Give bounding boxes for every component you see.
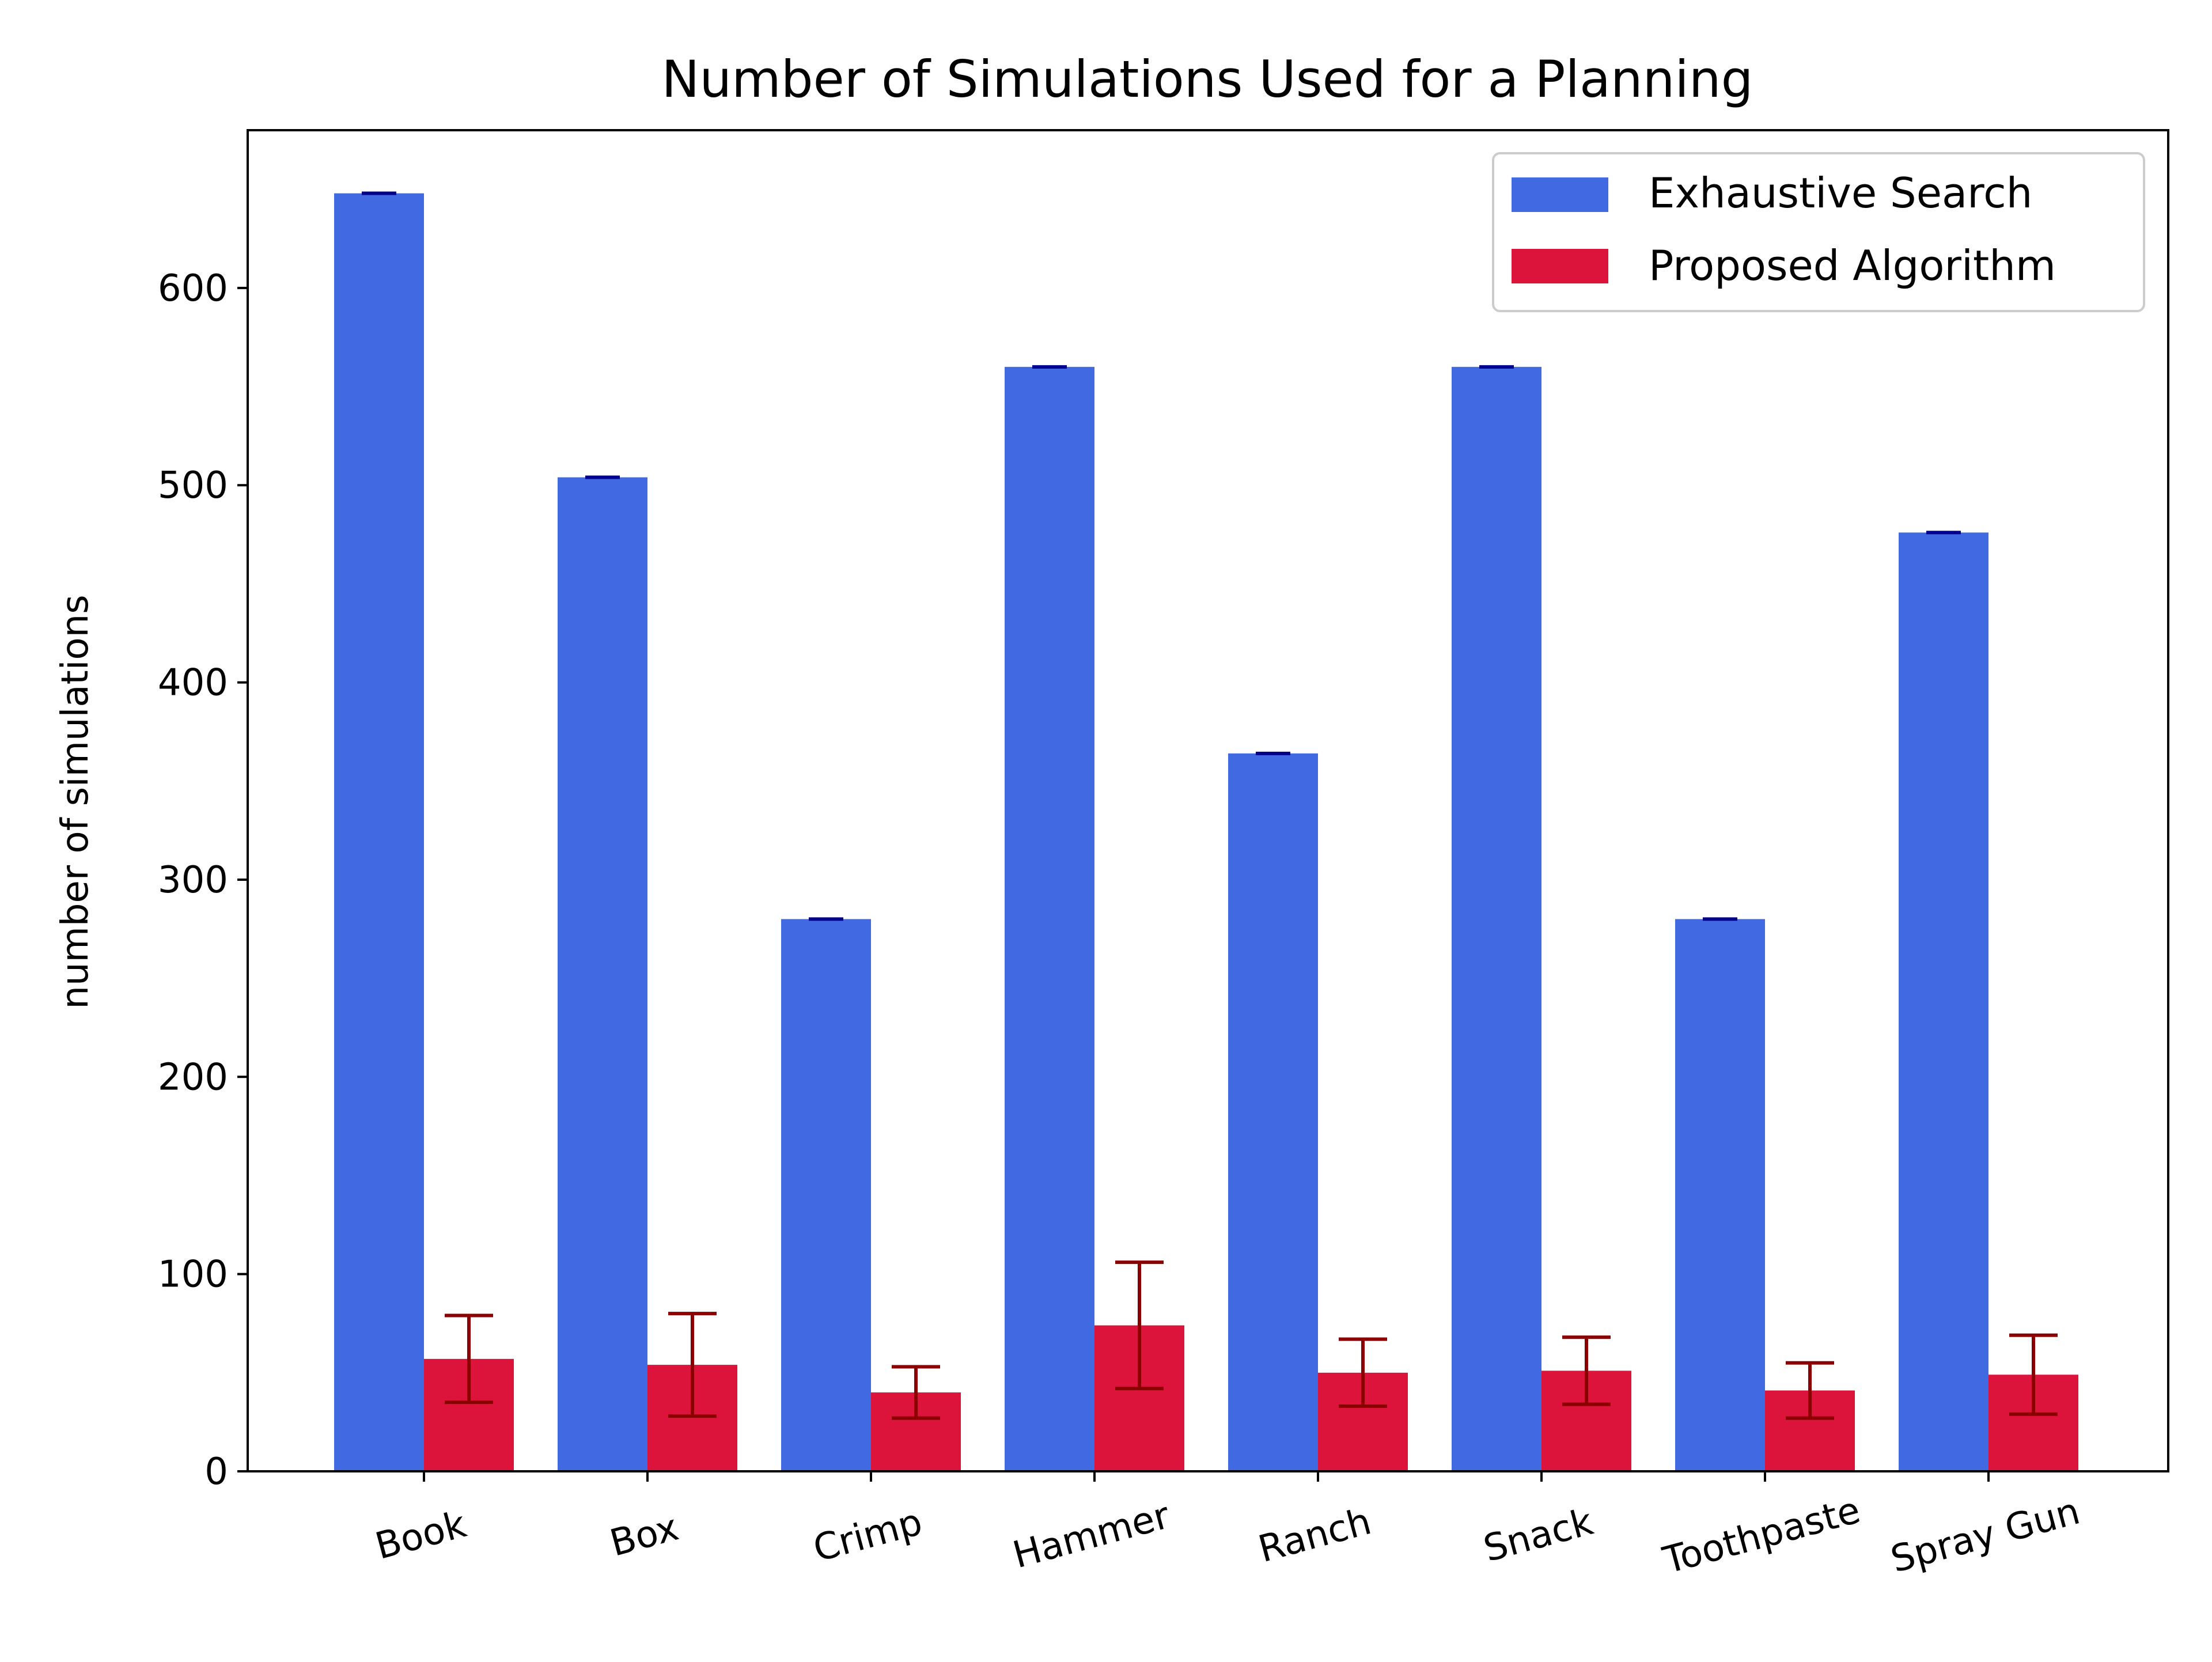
legend-label-exhaustive-search: Exhaustive Search xyxy=(1649,169,2032,217)
bar-exhaustive-search-book xyxy=(334,193,424,1471)
y-tick-label-300: 300 xyxy=(158,859,228,902)
plot-frame xyxy=(247,129,2169,1472)
error-bar-proposed-algorithm-box xyxy=(668,1312,717,1418)
error-bar-proposed-algorithm-book xyxy=(445,1313,493,1404)
bar-exhaustive-search-crimp xyxy=(781,919,871,1471)
error-bar-proposed-algorithm-snack xyxy=(1562,1335,1611,1406)
bar-exhaustive-search-snack xyxy=(1452,366,1541,1472)
bar-exhaustive-search-spray-gun xyxy=(1899,532,1988,1471)
bar-exhaustive-search-toothpaste xyxy=(1675,919,1765,1471)
legend: Exhaustive Search Proposed Algorithm xyxy=(1492,152,2145,312)
bar-exhaustive-search-hammer xyxy=(1005,366,1094,1472)
error-bar-proposed-algorithm-toothpaste xyxy=(1786,1361,1834,1420)
chart-title: Number of Simulations Used for a Plannin… xyxy=(661,50,1753,109)
error-bar-proposed-algorithm-spray-gun xyxy=(2009,1333,2058,1416)
y-axis: 0 100 200 300 400 500 600 xyxy=(158,267,248,1493)
y-tick-label-600: 600 xyxy=(158,267,228,310)
error-bars-layer xyxy=(362,191,2058,1420)
error-bar-proposed-algorithm-ranch xyxy=(1339,1337,1387,1409)
legend-label-proposed-algorithm: Proposed Algorithm xyxy=(1649,241,2056,290)
legend-swatch-exhaustive-search xyxy=(1512,177,1608,212)
y-axis-label: number of simulations xyxy=(54,595,97,1009)
y-tick-label-400: 400 xyxy=(158,662,228,705)
legend-swatch-proposed-algorithm xyxy=(1512,249,1608,283)
error-bar-proposed-algorithm-crimp xyxy=(892,1365,940,1420)
bar-exhaustive-search-ranch xyxy=(1228,753,1318,1471)
y-tick-label-200: 200 xyxy=(158,1056,228,1099)
y-tick-label-100: 100 xyxy=(158,1254,228,1296)
error-bar-proposed-algorithm-hammer xyxy=(1115,1260,1164,1391)
bars-layer xyxy=(334,193,2078,1472)
bar-exhaustive-search-box xyxy=(558,477,647,1471)
y-tick-label-0: 0 xyxy=(204,1451,228,1493)
legend-frame xyxy=(1492,152,2145,312)
y-tick-label-500: 500 xyxy=(158,464,228,507)
